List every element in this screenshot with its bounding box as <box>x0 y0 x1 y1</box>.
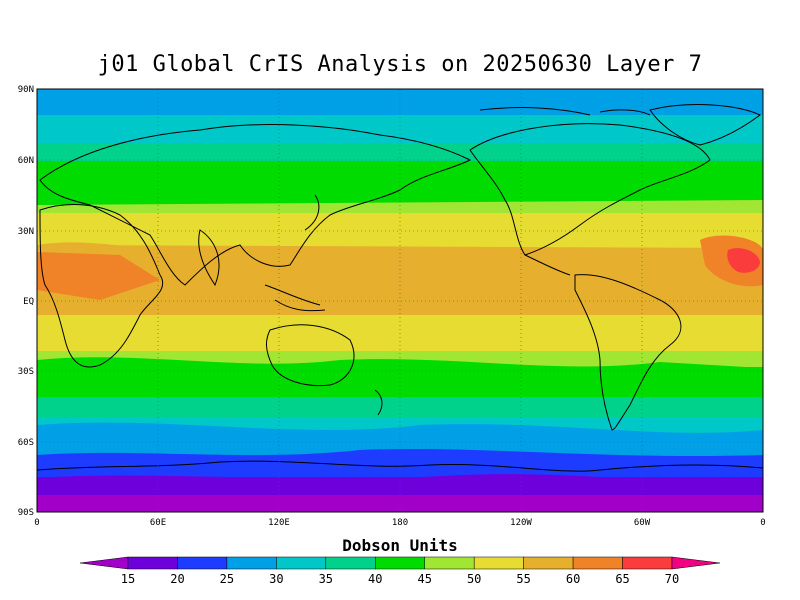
lat-label: 60N <box>18 156 34 166</box>
colorbar-swatch <box>325 556 376 570</box>
graticule <box>37 89 763 512</box>
lon-label: 60E <box>150 518 166 528</box>
longitude-labels: 0 60E 120E 180 120W 60W 0 <box>34 518 765 528</box>
colorbar-swatch <box>177 556 228 570</box>
colorbar-label: 70 <box>665 572 679 586</box>
colorbar-label: 25 <box>220 572 234 586</box>
lat-label: 90N <box>18 85 34 95</box>
colorbar-swatch <box>473 556 524 570</box>
colorbar-label: 20 <box>170 572 184 586</box>
colorbar-swatch <box>276 556 327 570</box>
colorbar-label: 45 <box>418 572 432 586</box>
lat-label: 60S <box>18 438 34 448</box>
colorbar-swatch <box>622 556 673 570</box>
colorbar-label: 30 <box>269 572 283 586</box>
lon-label: 60W <box>634 518 651 528</box>
colorbar-label: 15 <box>121 572 135 586</box>
colorbar-title: Dobson Units <box>342 536 458 555</box>
lon-label: 120E <box>268 518 290 528</box>
lon-label: 0 <box>34 518 39 528</box>
colorbar-max-arrow <box>671 556 721 570</box>
lat-label: 30S <box>18 367 34 377</box>
colorbar-label: 55 <box>516 572 530 586</box>
latitude-labels: 90N 60N 30N EQ 30S 60S 90S <box>18 85 34 518</box>
ozone-field <box>37 89 763 512</box>
coastlines <box>36 104 764 472</box>
colorbar-label: 65 <box>615 572 629 586</box>
colorbar-swatch <box>572 556 623 570</box>
colorbar-swatch <box>375 556 425 570</box>
lat-label: 90S <box>18 508 34 518</box>
colorbar <box>79 556 721 570</box>
colorbar-labels: 15 20 25 30 35 40 45 50 55 60 65 70 <box>121 572 679 586</box>
colorbar-swatch <box>127 556 178 570</box>
colorbar-label: 50 <box>467 572 481 586</box>
colorbar-min-arrow <box>79 556 129 570</box>
lon-label: 120W <box>510 518 532 528</box>
colorbar-label: 35 <box>319 572 333 586</box>
colorbar-swatch <box>523 556 574 570</box>
colorbar-label: 40 <box>368 572 382 586</box>
lon-label: 180 <box>392 518 408 528</box>
map-title: j01 Global CrIS Analysis on 20250630 Lay… <box>97 52 703 77</box>
lon-label: 0 <box>760 518 765 528</box>
colorbar-swatch <box>226 556 277 570</box>
lat-label: 30N <box>18 227 34 237</box>
map-frame <box>36 88 764 513</box>
lat-label: EQ <box>23 297 34 307</box>
colorbar-label: 60 <box>566 572 580 586</box>
colorbar-swatch <box>424 556 475 570</box>
